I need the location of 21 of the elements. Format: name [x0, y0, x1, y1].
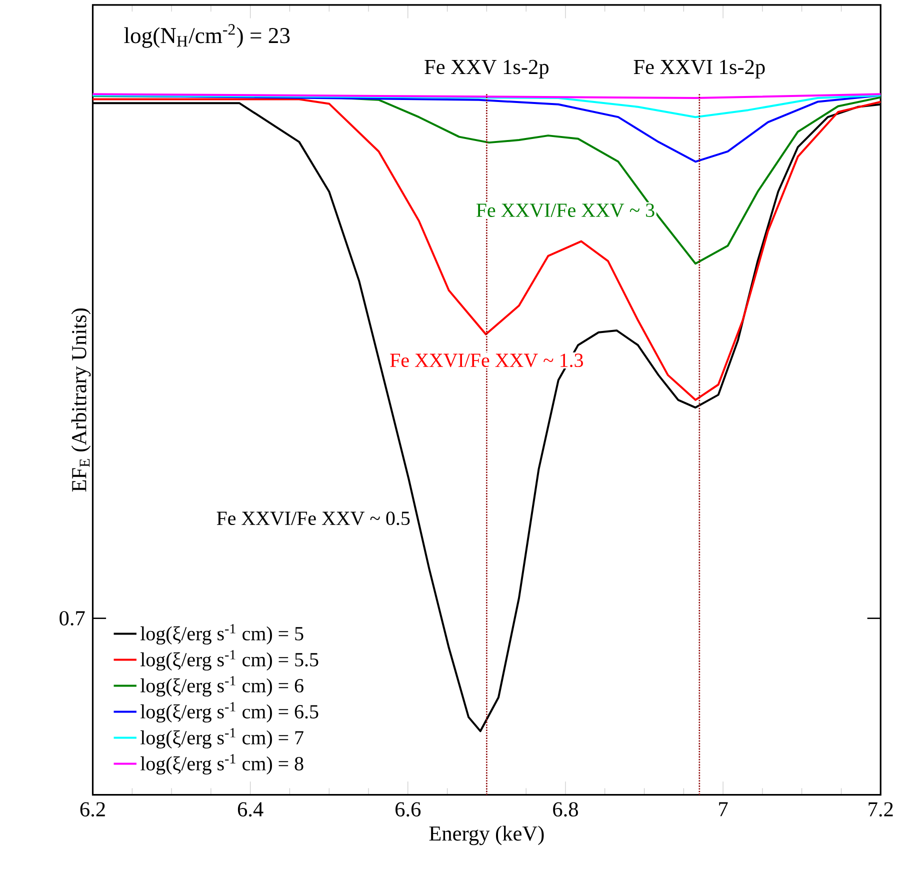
legend-label: log(ξ/erg s$^{-1}$ cm) = 5.5: [140, 650, 318, 671]
x-tick-label: 6.4: [238, 802, 264, 817]
legend-label: log(ξ/erg s$^{-1}$ cm) = 8: [140, 754, 304, 775]
ref-line-label: Fe XXVI 1s-2p: [634, 60, 765, 79]
annotation: Fe XXVI/Fe XXV ~ 3: [476, 204, 654, 218]
annotation: Fe XXVI/Fe XXV ~ 0.5: [216, 512, 410, 526]
x-tick-label: 7.2: [868, 802, 893, 817]
legend-label: log(ξ/erg s$^{-1}$ cm) = 6.5: [140, 702, 318, 723]
legend-label: log(ξ/erg s$^{-1}$ cm) = 7: [140, 728, 304, 749]
annotation: Fe XXVI/Fe XXV ~ 1.3: [390, 354, 583, 368]
x-tick-label: 6.8: [553, 802, 578, 817]
text: log(N$_{H}$/cm$^{-2}$) = 23: [124, 24, 290, 48]
x-tick-label: 7: [719, 802, 728, 816]
ref-line-label: Fe XXV 1s-2p: [424, 60, 548, 79]
legend-label: log(ξ/erg s$^{-1}$ cm) = 6: [140, 676, 304, 697]
y-axis-title: EF$_{E}$ (Arbitrary Units): [71, 308, 91, 492]
x-axis-title: Energy (keV): [429, 826, 544, 846]
x-tick-label: 6.6: [396, 802, 421, 817]
x-tick-label: 6.2: [80, 802, 105, 817]
text: 0.7: [60, 611, 85, 626]
legend-label: log(ξ/erg s$^{-1}$ cm) = 5: [140, 624, 304, 645]
